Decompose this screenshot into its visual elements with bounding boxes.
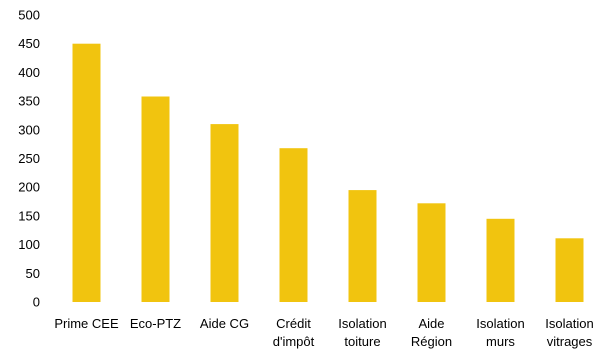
x-tick-label: Crédit d'impôt — [273, 316, 315, 349]
x-tick-label: Isolation murs — [476, 316, 524, 349]
y-tick-label: 0 — [33, 295, 40, 310]
x-tick-label-line: Région — [411, 334, 452, 349]
x-tick-label: Aide CG — [200, 316, 249, 331]
y-tick-label: 250 — [18, 151, 40, 166]
x-tick-label-line: vitrages — [547, 334, 593, 349]
y-tick-label: 400 — [18, 65, 40, 80]
y-tick-label: 350 — [18, 94, 40, 109]
y-tick-label: 100 — [18, 237, 40, 252]
x-tick-label: Isolation vitrages — [545, 316, 593, 349]
bars — [72, 43, 584, 302]
x-tick-label-line: Isolation — [338, 316, 386, 331]
bar — [141, 96, 170, 302]
x-axis: Prime CEE Eco-PTZ Aide CG Crédit d'impôt Isol… — [54, 316, 593, 349]
x-tick-label-line: Aide — [418, 316, 444, 331]
x-tick-label-line: Prime CEE — [54, 316, 119, 331]
bar — [555, 238, 584, 302]
bar — [210, 124, 239, 302]
y-tick-label: 150 — [18, 208, 40, 223]
x-tick-label-line: murs — [486, 334, 515, 349]
y-axis: 0 50 100 150 200 250 300 350 400 450 500 — [18, 8, 40, 310]
y-tick-label: 450 — [18, 36, 40, 51]
x-tick-label: Eco-PTZ — [130, 316, 181, 331]
x-tick-label-line: toiture — [344, 334, 380, 349]
x-tick-label: Prime CEE — [54, 316, 119, 331]
x-tick-label: Isolation toiture — [338, 316, 386, 349]
bar — [279, 148, 308, 302]
x-tick-label-line: Isolation — [476, 316, 524, 331]
x-tick-label-line: Eco-PTZ — [130, 316, 181, 331]
x-tick-label-line: d'impôt — [273, 334, 315, 349]
y-tick-label: 50 — [26, 266, 40, 281]
y-tick-label: 500 — [18, 8, 40, 23]
x-tick-label: Aide Région — [411, 316, 452, 349]
bar — [486, 218, 515, 302]
x-tick-label-line: Isolation — [545, 316, 593, 331]
x-tick-label-line: Crédit — [276, 316, 311, 331]
y-tick-label: 300 — [18, 122, 40, 137]
bar — [348, 190, 377, 302]
y-tick-label: 200 — [18, 180, 40, 195]
bar — [72, 43, 101, 302]
x-tick-label-line: Aide CG — [200, 316, 249, 331]
bar — [417, 203, 446, 302]
